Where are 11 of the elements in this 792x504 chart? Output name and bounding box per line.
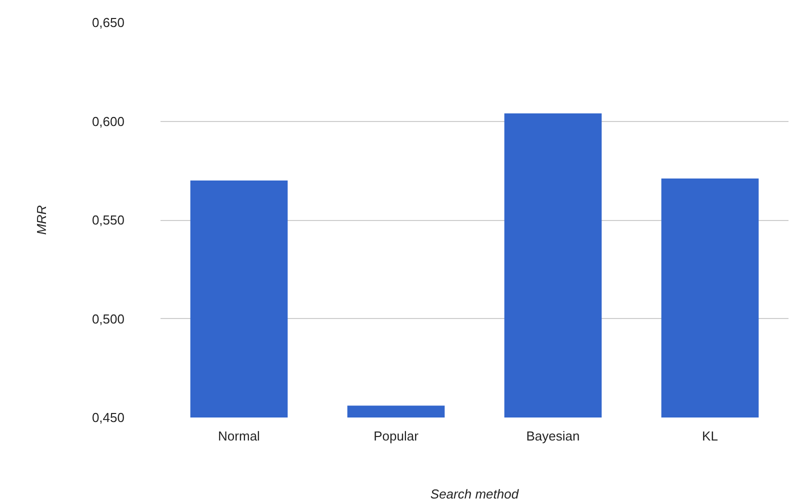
y-tick-label: 0,550: [92, 212, 125, 228]
y-axis-title: MRR: [34, 205, 49, 235]
x-tick-label: Popular: [374, 428, 420, 444]
x-tick-label: Bayesian: [526, 428, 580, 444]
y-tick-label: 0,650: [92, 15, 125, 30]
y-tick-label: 0,450: [92, 410, 125, 425]
x-tick-label: Normal: [218, 428, 260, 444]
x-tick-label: KL: [702, 428, 718, 444]
y-tick-label: 0,600: [92, 114, 125, 129]
y-tick-label: 0,500: [92, 311, 125, 326]
x-axis-title: Search method: [430, 486, 520, 502]
